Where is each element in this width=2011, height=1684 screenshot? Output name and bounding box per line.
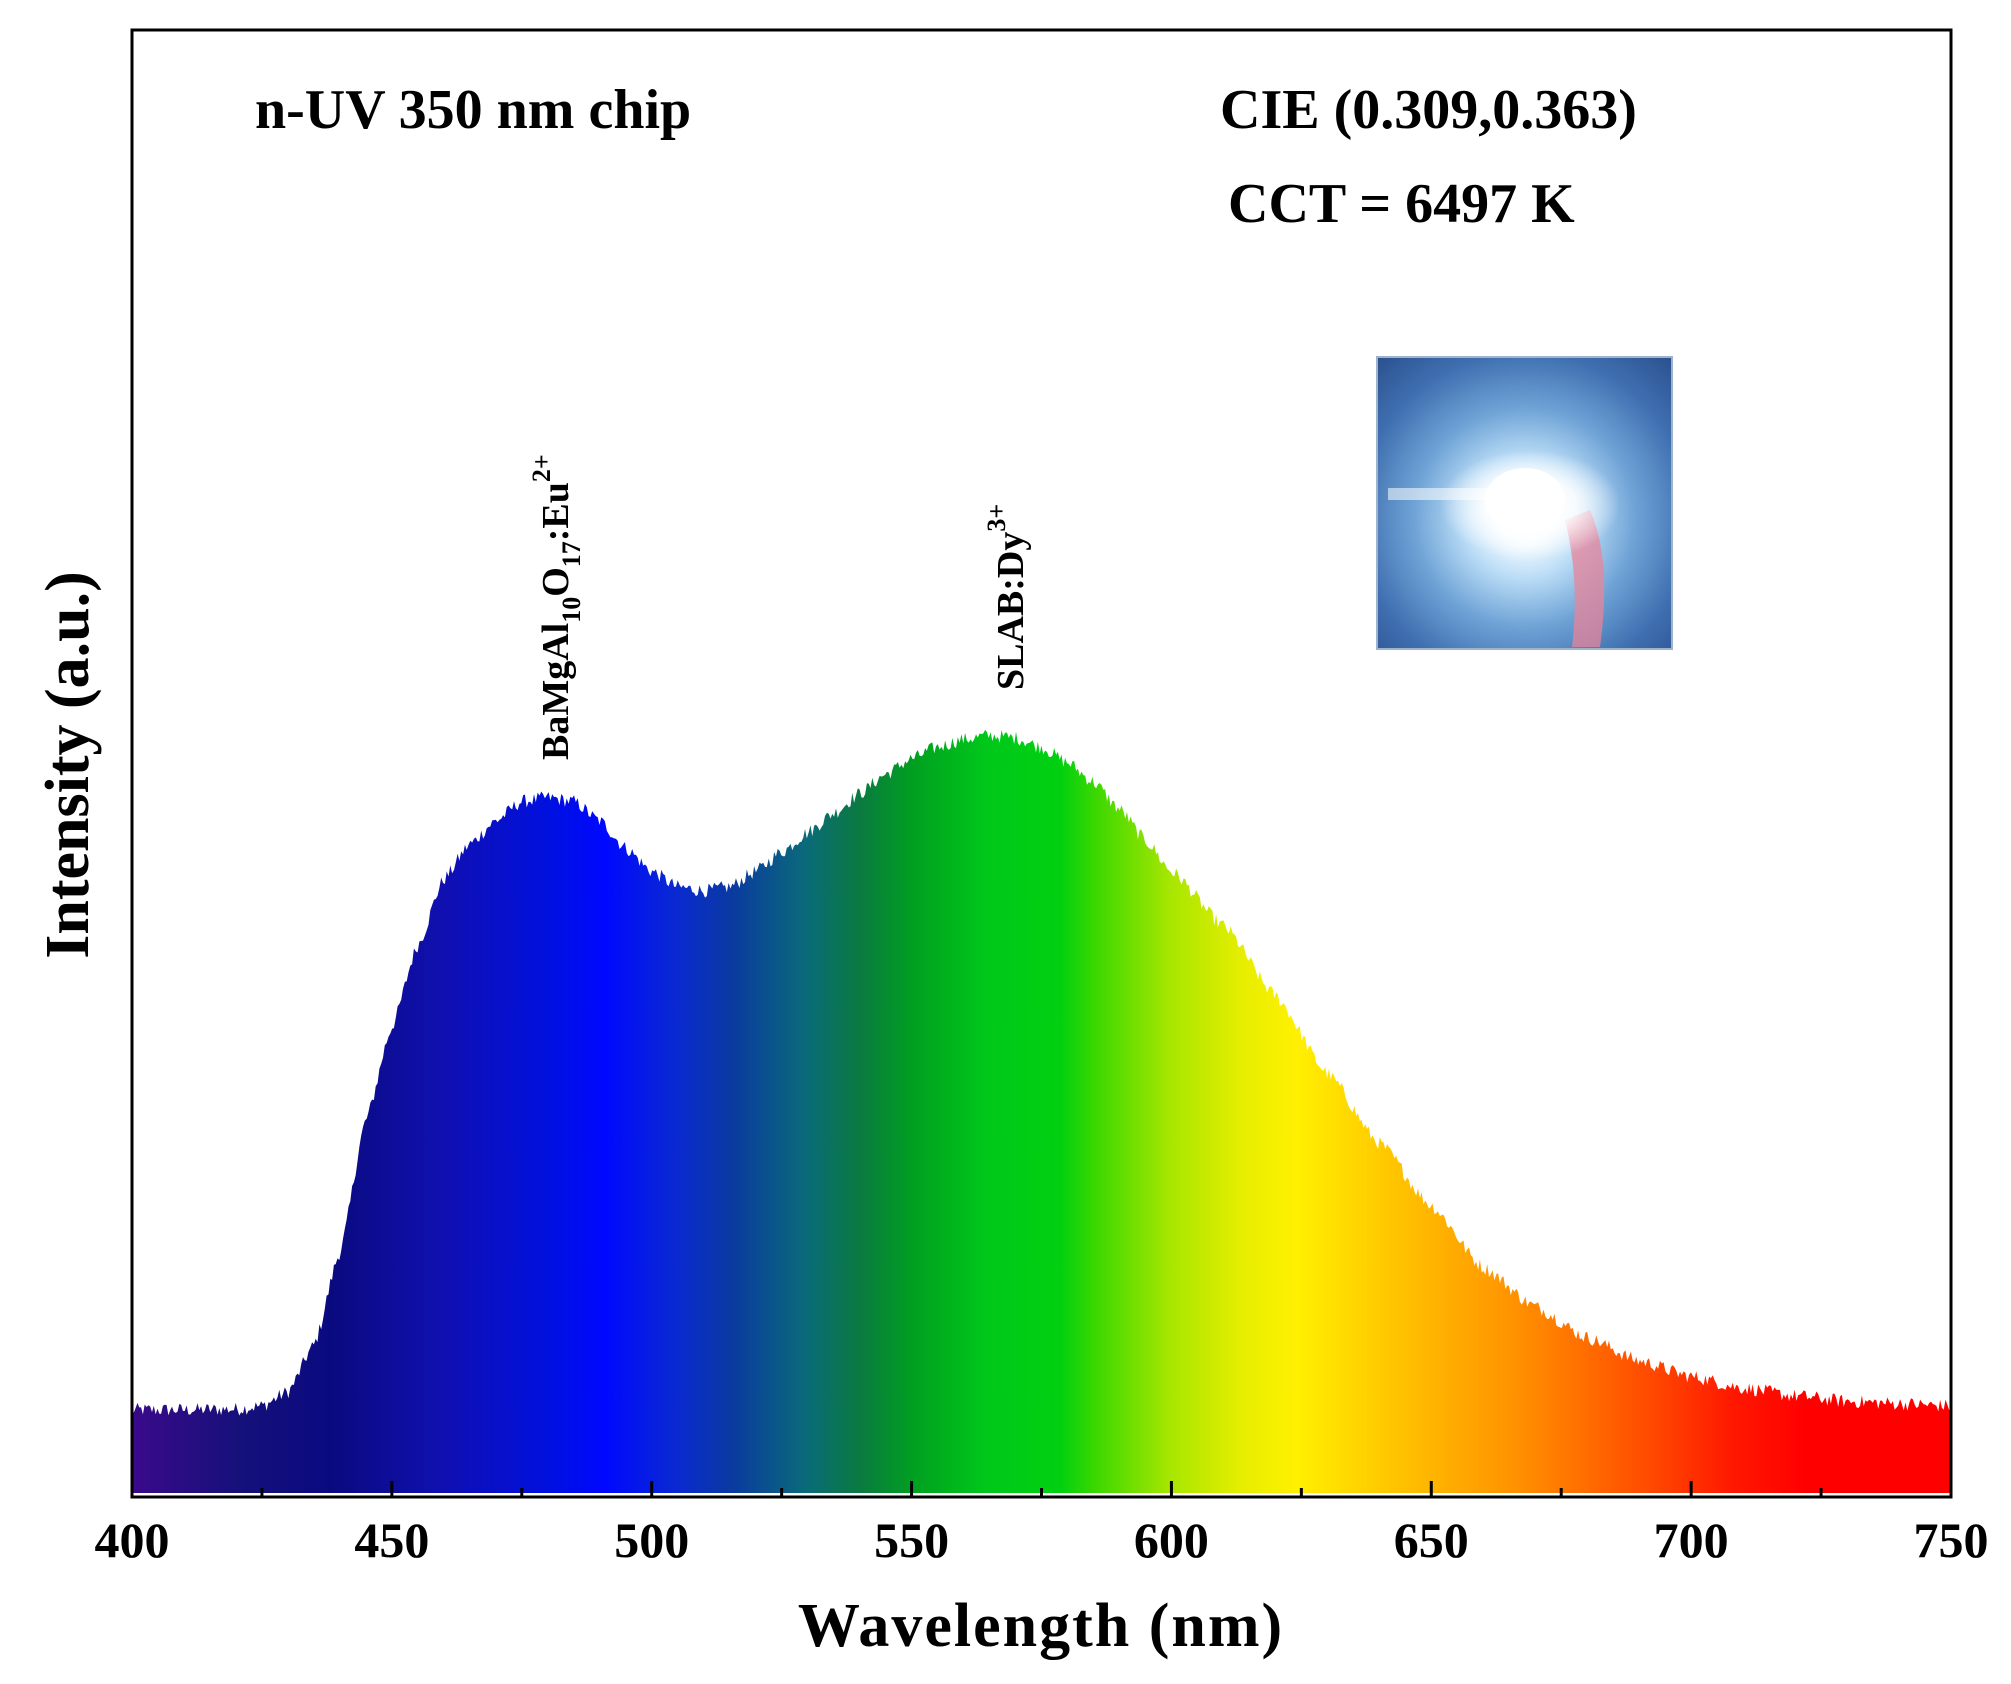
x-tick-label: 400: [95, 1512, 170, 1568]
peak1-label: BaMgAl10O17:Eu2+: [527, 454, 586, 760]
cct-annotation: CCT = 6497 K: [1228, 173, 1575, 235]
x-axis-label: Wavelength (nm): [798, 1592, 1284, 1660]
y-axis-label: Intensity (a.u.): [34, 571, 102, 959]
x-tick-label: 600: [1134, 1512, 1209, 1568]
peak2-label: SLAB:Dy3+: [982, 504, 1032, 690]
x-tick-label: 450: [354, 1512, 429, 1568]
x-axis-ticks: 400 450 500 550 600 650 700 750: [95, 1481, 1989, 1568]
cie-annotation: CIE (0.309,0.363): [1220, 79, 1637, 141]
x-tick-label: 500: [614, 1512, 689, 1568]
x-tick-label: 700: [1654, 1512, 1729, 1568]
chip-annotation: n-UV 350 nm chip: [255, 79, 691, 141]
spectrum-area: [132, 729, 1951, 1493]
led-photo-inset: [1376, 356, 1673, 650]
x-tick-label: 750: [1914, 1512, 1989, 1568]
x-tick-label: 650: [1394, 1512, 1469, 1568]
x-tick-label: 550: [874, 1512, 949, 1568]
